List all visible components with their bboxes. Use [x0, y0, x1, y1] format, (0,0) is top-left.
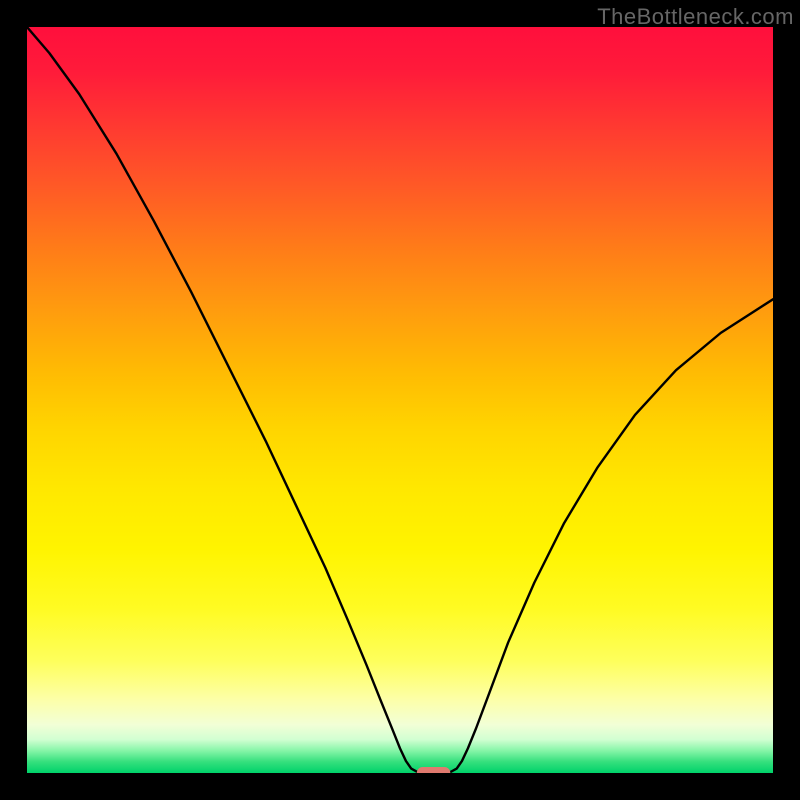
chart-container: TheBottleneck.com: [0, 0, 800, 800]
bottleneck-chart: [0, 0, 800, 800]
gradient-background: [27, 27, 773, 773]
watermark-text: TheBottleneck.com: [597, 4, 794, 30]
